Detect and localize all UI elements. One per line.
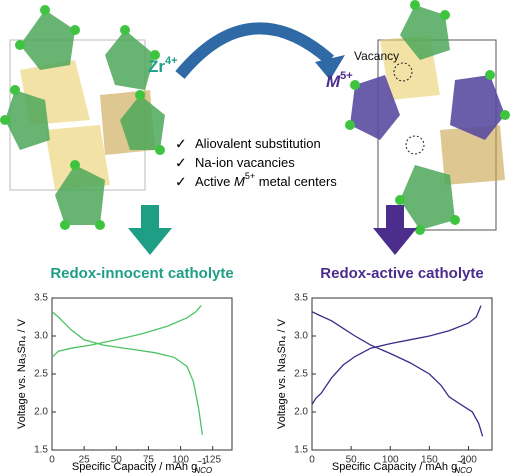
bullet-pre: Active (195, 174, 234, 189)
x-label-text: Specific Capacity / mAh g (332, 461, 457, 473)
x-label-sub: NCO (194, 466, 212, 475)
bullet-em: M (234, 174, 245, 189)
x-label-sup: −1 (197, 457, 207, 466)
x-tick-label: 50 (346, 455, 358, 466)
check-mark: ✓ (175, 155, 187, 171)
x-tick-label: 125 (204, 455, 221, 466)
m-base: M (326, 72, 341, 91)
polyhedron (5, 90, 50, 150)
curve (51, 311, 204, 435)
y-tick-label: 3.0 (34, 331, 48, 342)
check-mark: ✓ (175, 174, 187, 190)
y-tick-label: 2.5 (294, 369, 308, 380)
m-sup: 5+ (340, 70, 353, 82)
down-arrow (128, 205, 172, 255)
chart-title: Redox-innocent catholyte (50, 265, 233, 282)
polyhedron (400, 5, 450, 60)
plot-frame (311, 297, 493, 451)
crystal-right (345, 0, 510, 235)
x-axis-label: Specific Capacity / mAh g−1 NCO (332, 457, 472, 475)
y-tick-label: 2.5 (34, 369, 48, 380)
zr-base: Zr (148, 57, 165, 76)
x-label-sup: −1 (457, 457, 467, 466)
bullet-text: Aliovalent substitution (195, 136, 321, 151)
x-tick-label: 0 (309, 455, 315, 466)
x-label-sub: NCO (454, 466, 472, 475)
x-tick-label: 50 (111, 455, 123, 466)
down-arrow (373, 205, 417, 255)
curve (51, 305, 202, 358)
y-tick-label: 3.5 (34, 293, 48, 304)
transform-arrow (175, 22, 334, 79)
polyhedron (55, 165, 105, 225)
vacancy-marker (405, 135, 425, 155)
polyhedron (20, 10, 75, 70)
bullet-list: ✓ Aliovalent substitution ✓ Na-ion vacancie… (175, 136, 337, 190)
y-tick-label: 2.0 (34, 407, 48, 418)
bullet-pre: Na-ion vacancies (195, 155, 295, 170)
bullet-text: Active M5+ metal centers (195, 171, 337, 189)
polyhedron (450, 75, 505, 140)
x-tick-label: 0 (49, 455, 55, 466)
x-axis-label: Specific Capacity / mAh g−1 NCO (72, 457, 212, 475)
curve (311, 311, 484, 437)
polyhedron (400, 165, 455, 230)
charts: Redox-innocent catholyte 1.5 2.0 2.5 3.0 3.5 0… (16, 265, 493, 475)
zr-label: Zr4+ (148, 55, 178, 77)
x-tick-label: 150 (421, 455, 438, 466)
chart-title: Redox-active catholyte (320, 265, 483, 282)
y-tick-label: 1.5 (34, 445, 48, 456)
bullet-sup: 5+ (245, 171, 255, 181)
curve (311, 305, 482, 405)
x-tick-label: 25 (79, 455, 91, 466)
polyhedron (105, 30, 155, 90)
y-axis-label: Voltage vs. Na₃Sn₄ / V (276, 318, 288, 429)
vacancy-label: Vacancy (354, 49, 399, 63)
bullet-text: Na-ion vacancies (195, 155, 295, 170)
plot-frame (51, 297, 233, 451)
y-axis-label: Voltage vs. Na₃Sn₄ / V (16, 318, 28, 429)
crystal-left (0, 5, 165, 230)
polyhedron (350, 75, 400, 140)
bullet-post: metal centers (255, 174, 337, 189)
y-tick-label: 2.0 (294, 407, 308, 418)
x-tick-label: 100 (382, 455, 399, 466)
polyhedron (440, 125, 505, 185)
x-tick-label: 100 (172, 455, 189, 466)
zr-sup: 4+ (165, 55, 178, 67)
check-mark: ✓ (175, 136, 187, 152)
x-tick-label: 75 (143, 455, 155, 466)
x-label-text: Specific Capacity / mAh g (72, 461, 197, 473)
vacancy-marker (393, 62, 413, 82)
bullet-pre: Aliovalent substitution (195, 136, 321, 151)
arrow-head (315, 55, 345, 80)
polyhedron (45, 125, 110, 190)
x-tick-label: 200 (460, 455, 477, 466)
m-label: M5+ (326, 70, 353, 92)
y-tick-label: 3.0 (294, 331, 308, 342)
y-tick-label: 3.5 (294, 293, 308, 304)
y-tick-label: 1.5 (294, 445, 308, 456)
polyhedron (120, 95, 165, 150)
